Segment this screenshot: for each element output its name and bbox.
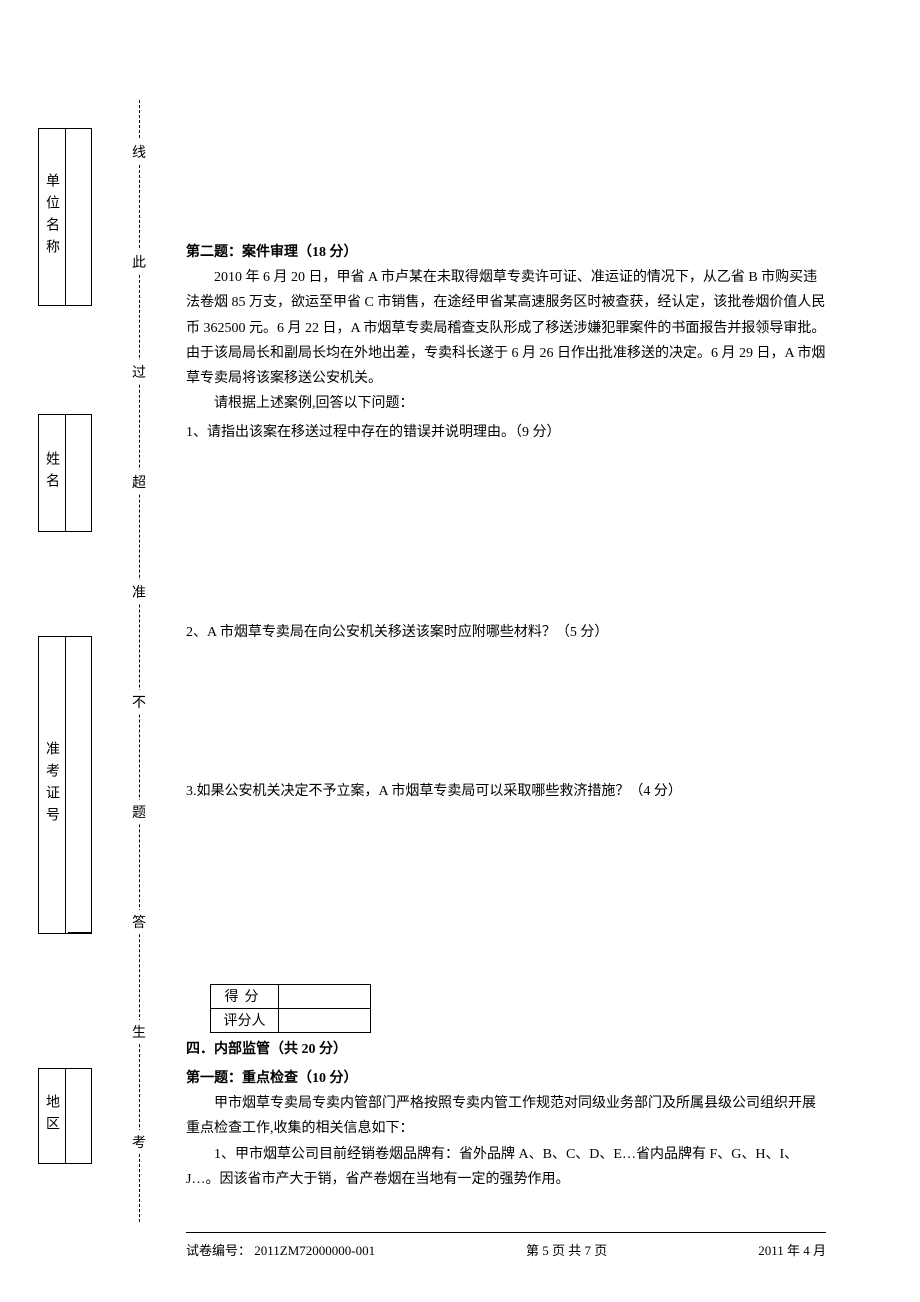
section4-heading: 四．内部监管（共 20 分） <box>186 1037 826 1062</box>
score-table: 得分 评分人 <box>210 984 371 1033</box>
footer-rule <box>186 1232 826 1233</box>
footer-left: 试卷编号： 2011ZM72000000-001 <box>186 1240 375 1259</box>
footer-right: 2011 年 4 月 <box>758 1240 826 1259</box>
answer-gap <box>186 645 826 775</box>
table-row: 得分 <box>211 984 371 1008</box>
binding-id-box: 准考证号 <box>38 636 92 934</box>
binding-name-box: 姓名 <box>38 414 92 532</box>
binding-id-cells <box>66 637 91 933</box>
exam-page: 单位名称 姓名 准考证号 地区 线此过超准不题答生考 第二题：案件审理（18 分… <box>0 0 920 1302</box>
binding-divider <box>65 415 66 531</box>
grader-value <box>279 1008 371 1032</box>
section2-q3: 3.如果公安机关决定不予立案，A 市烟草专卖局可以采取哪些救济措施？（4 分） <box>186 779 826 804</box>
answer-gap <box>186 446 826 616</box>
section2-body-0: 2010 年 6 月 20 日，甲省 A 市卢某在未取得烟草专卖许可证、准运证的… <box>186 265 826 391</box>
page-footer: 试卷编号： 2011ZM72000000-001 第 5 页 共 7 页 201… <box>186 1240 826 1259</box>
binding-unit-label: 单位名称 <box>41 173 61 261</box>
score-value <box>279 984 371 1008</box>
binding-divider <box>65 1069 66 1163</box>
score-label: 得分 <box>211 984 279 1008</box>
answer-gap <box>186 804 826 984</box>
main-content: 第二题：案件审理（18 分） 2010 年 6 月 20 日，甲省 A 市卢某在… <box>186 100 826 1192</box>
section2-q2: 2、A 市烟草专卖局在向公安机关移送该案时应附哪些材料？（5 分） <box>186 620 826 645</box>
grader-label: 评分人 <box>211 1008 279 1032</box>
binding-divider <box>65 129 66 305</box>
footer-center: 第 5 页 共 7 页 <box>526 1240 607 1259</box>
section2-title: 第二题：案件审理（18 分） <box>186 240 826 265</box>
binding-id-label: 准考证号 <box>41 741 61 829</box>
section4-body-0: 甲市烟草专卖局专卖内管部门严格按照专卖内管工作规范对同级业务部门及所属县级公司组… <box>186 1091 826 1141</box>
binding-region-box: 地区 <box>38 1068 92 1164</box>
section2-body-1: 请根据上述案例,回答以下问题： <box>186 391 826 416</box>
binding-name-label: 姓名 <box>41 451 61 495</box>
binding-unit-box: 单位名称 <box>38 128 92 306</box>
section4-sub: 第一题：重点检查（10 分） <box>186 1066 826 1091</box>
section4-body-1: 1、甲市烟草公司目前经销卷烟品牌有：省外品牌 A、B、C、D、E…省内品牌有 F… <box>186 1142 826 1192</box>
binding-region-label: 地区 <box>41 1094 61 1138</box>
table-row: 评分人 <box>211 1008 371 1032</box>
section2-q1: 1、请指出该案在移送过程中存在的错误并说明理由。（9 分） <box>186 420 826 445</box>
